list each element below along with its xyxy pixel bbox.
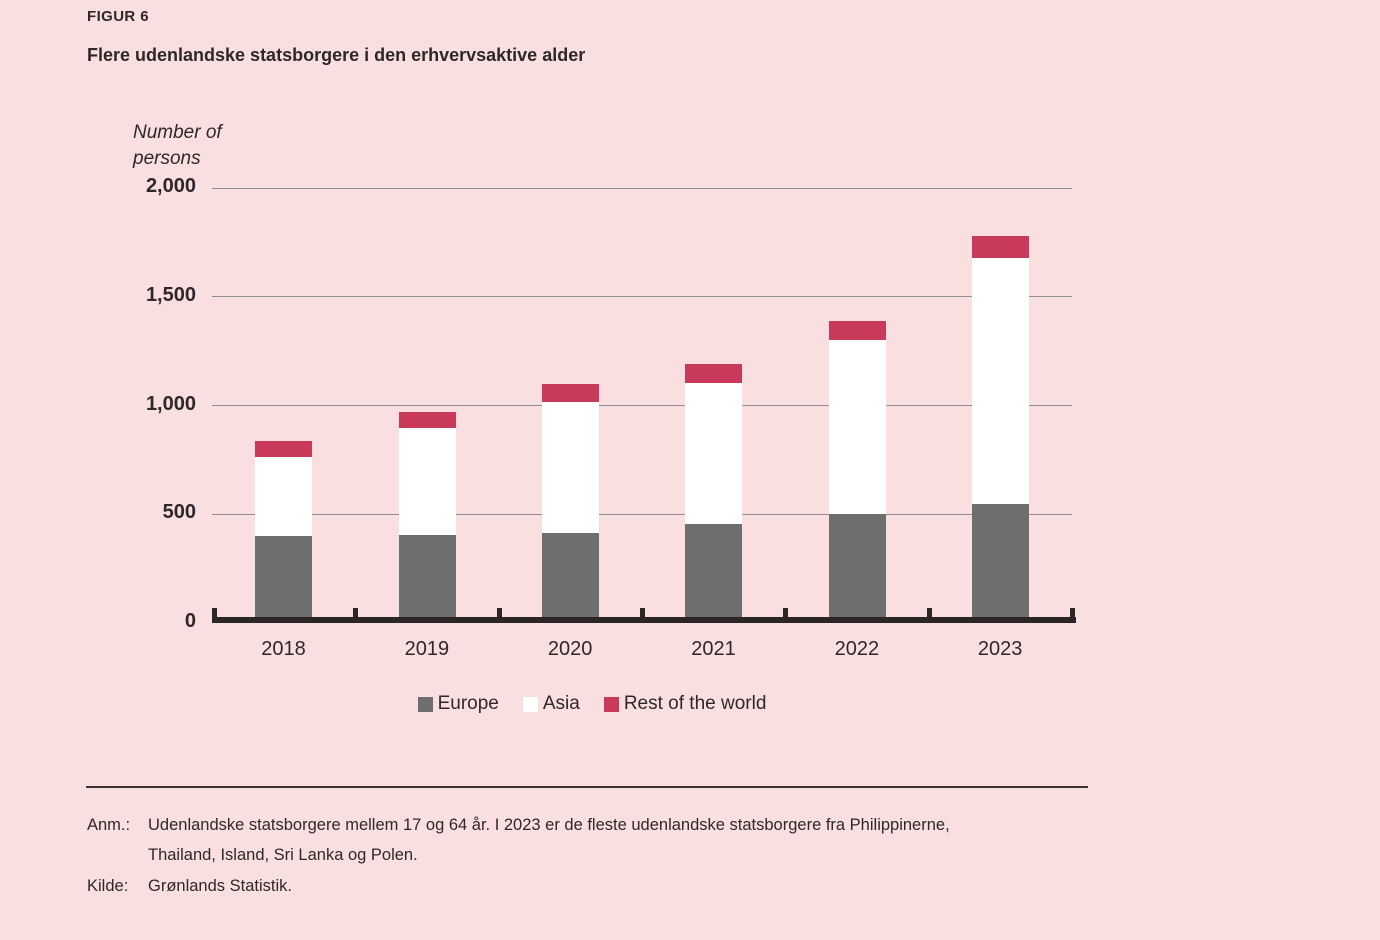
bar-segment-rest-of-the-world-2021: [685, 364, 743, 383]
legend-marker-europe: [417, 696, 433, 712]
bar-segment-europe-2020: [541, 532, 599, 623]
bar-segment-rest-of-the-world-2022: [828, 320, 886, 341]
gridline-500: [212, 513, 1072, 515]
x-tick-label-2022: 2022: [834, 638, 880, 660]
bar-segment-europe-2018: [255, 536, 313, 623]
x-axis-tick-5: [926, 608, 932, 623]
x-tick-label-2018: 2018: [261, 638, 306, 660]
bar-segment-asia-2020: [541, 402, 599, 533]
y-tick-label-500: 500: [162, 501, 196, 524]
plot-area: [212, 187, 1076, 623]
legend-label-rest-of-the-world: Rest of the world: [623, 693, 767, 714]
bar-segment-asia-2023: [971, 257, 1029, 505]
bar-segment-rest-of-the-world-2020: [541, 383, 599, 403]
bar-segment-europe-2023: [971, 504, 1029, 623]
bar-segment-asia-2022: [828, 340, 886, 515]
note-kilde-text: Grønlands Statistik.: [148, 877, 292, 895]
gridline-1500: [212, 296, 1072, 298]
gridline-1000: [212, 405, 1072, 406]
x-tick-label-2021: 2021: [691, 638, 736, 660]
legend-marker-rest-of-the-world: [603, 696, 619, 712]
x-axis-tick-2: [496, 608, 502, 623]
legend-label-asia: Asia: [542, 693, 580, 714]
note-anm-text: Udenlandske statsborgere mellem 17 og 64…: [148, 816, 950, 864]
legend-marker-asia: [522, 696, 538, 712]
bar-segment-rest-of-the-world-2018: [255, 441, 313, 457]
figure-label: FIGUR 6: [87, 8, 149, 25]
y-tick-label-1500: 1,500: [145, 283, 196, 306]
y-tick-label-1000: 1,000: [145, 392, 196, 415]
legend-label-europe: Europe: [437, 693, 499, 714]
bar-segment-europe-2022: [828, 514, 886, 623]
legend-item-rest-of-the-world: Rest of the world: [603, 693, 767, 715]
y-axis-title: Number of persons: [133, 120, 222, 172]
note-kilde-label: Kilde:: [87, 877, 129, 895]
x-tick-label-2023: 2023: [977, 638, 1023, 660]
figure-title: Flere udenlandske statsborgere i den erh…: [87, 45, 586, 65]
x-axis-tick-6: [1070, 608, 1075, 623]
bar-segment-europe-2019: [398, 534, 456, 623]
y-axis-title-line2: persons: [133, 148, 201, 169]
x-axis-tick-3: [640, 608, 645, 623]
bar-segment-asia-2021: [685, 382, 743, 525]
legend-item-asia: Asia: [522, 693, 580, 715]
y-tick-label-0: 0: [184, 610, 196, 632]
legend: Europe Asia Rest of the world: [212, 693, 972, 715]
x-axis-tick-1: [353, 608, 359, 623]
legend-item-europe: Europe: [417, 693, 499, 715]
y-axis-title-line1: Number of: [133, 122, 222, 143]
bar-segment-rest-of-the-world-2023: [971, 235, 1029, 258]
footnote-divider: [86, 786, 1088, 788]
x-axis-tick-0: [212, 608, 217, 623]
bar-segment-asia-2018: [255, 456, 313, 536]
x-tick-label-2019: 2019: [404, 638, 450, 660]
x-tick-label-2020: 2020: [547, 638, 593, 660]
x-axis-tick-4: [783, 608, 789, 623]
gridline-2000: [212, 187, 1072, 189]
note-anm-label: Anm.:: [87, 816, 131, 834]
y-tick-label-2000: 2,000: [145, 175, 196, 197]
bar-segment-rest-of-the-world-2019: [398, 412, 456, 429]
bar-segment-europe-2021: [685, 524, 743, 623]
bar-segment-asia-2019: [398, 428, 456, 535]
